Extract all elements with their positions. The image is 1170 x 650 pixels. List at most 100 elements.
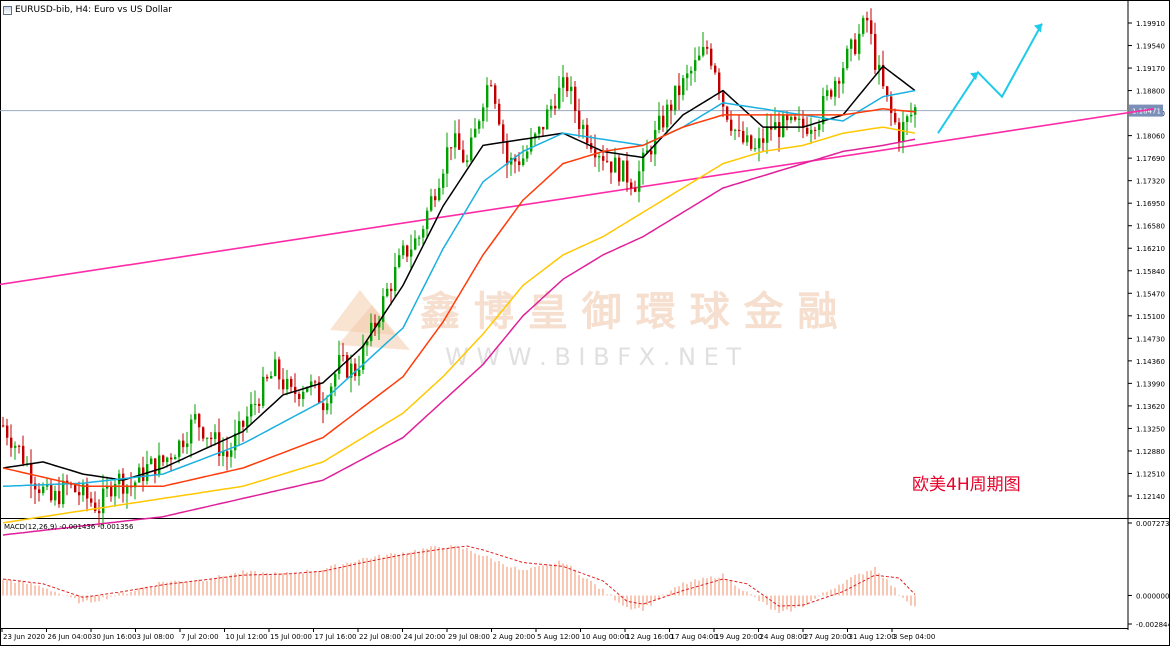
candle-body [690, 70, 693, 74]
candle-body [618, 157, 621, 182]
candle-body [478, 121, 481, 129]
price-tick-label: 1.13250 [1136, 425, 1165, 433]
candle-body [614, 157, 617, 173]
price-tick-label: 1.16950 [1136, 200, 1165, 208]
candle-body [86, 484, 89, 499]
time-tick-label: 10 Jul 12:00 [226, 633, 268, 641]
candle-body [274, 359, 277, 377]
candle-body [446, 147, 449, 174]
candle-body [134, 482, 137, 488]
candle-body [890, 96, 893, 113]
candles [2, 8, 917, 527]
candle-body [94, 502, 97, 511]
candle-body [914, 107, 917, 115]
chart-window-icon [3, 5, 12, 15]
moving-average-line [2, 138, 916, 536]
candle-body [686, 73, 689, 79]
candle-body [122, 473, 125, 494]
candle-body [494, 85, 497, 104]
candle-body [426, 210, 429, 230]
candle-body [766, 127, 769, 143]
candle-body [366, 341, 369, 346]
candle-body [786, 115, 789, 121]
candle-body [338, 355, 341, 374]
candle-body [102, 488, 105, 514]
moving-average-line [2, 108, 916, 488]
price-tick-label: 1.14360 [1136, 358, 1165, 366]
price-tick-label: 1.16210 [1136, 245, 1165, 253]
candle-body [770, 127, 773, 130]
candle-body [98, 510, 101, 514]
candle-body [482, 107, 485, 122]
candle-body [634, 188, 637, 192]
candle-body [666, 104, 669, 128]
candle-body [550, 105, 553, 110]
time-tick-label: 26 Jun 04:00 [48, 633, 92, 641]
price-tick-label: 1.17690 [1136, 155, 1165, 163]
watermark: 鑫 博 皇 御 環 球 金 融 W W W . B I B F X . N E T [330, 289, 837, 371]
candle-body [902, 122, 905, 142]
candle-body [386, 288, 389, 297]
time-tick-label: 24 Aug 08:00 [760, 633, 807, 641]
candle-body [854, 39, 857, 54]
candle-body [42, 486, 45, 494]
candle-body [90, 498, 93, 503]
candle-body [470, 137, 473, 161]
candle-body [662, 115, 665, 128]
price-tick-label: 1.15100 [1136, 313, 1165, 321]
candle-body [838, 80, 841, 84]
candle-body [358, 369, 361, 377]
candle-body [718, 72, 721, 93]
candle-body [394, 267, 397, 292]
candle-body [538, 126, 541, 134]
candle-body [558, 87, 561, 109]
candle-body [506, 141, 509, 165]
candle-body [278, 359, 281, 380]
candle-body [886, 86, 889, 97]
candle-body [850, 39, 853, 49]
candle-body [414, 238, 417, 250]
candle-body [814, 129, 817, 131]
candle-body [258, 403, 261, 406]
candle-body [202, 427, 205, 439]
time-tick-label: 5 Aug 12:00 [537, 633, 580, 641]
candle-body [270, 376, 273, 379]
candle-body [58, 491, 61, 505]
candle-body [486, 85, 489, 108]
candle-body [734, 129, 737, 131]
candle-body [730, 119, 733, 131]
candle-body [790, 116, 793, 121]
candle-body [170, 457, 173, 460]
forecast-path [937, 23, 1043, 134]
price-tick-label: 1.18800 [1136, 88, 1165, 96]
moving-average-line [2, 89, 916, 488]
candle-body [126, 485, 129, 494]
candle-body [418, 237, 421, 239]
watermark-url: W W W . B I B F X . N E T [445, 343, 741, 371]
candle-body [266, 376, 269, 379]
candle-body [714, 65, 717, 73]
candle-body [670, 104, 673, 111]
candle-body [830, 90, 833, 97]
candle-body [722, 92, 725, 107]
candle-body [578, 110, 581, 130]
macd-histogram [2, 545, 916, 613]
candle-body [30, 463, 33, 484]
candle-body [330, 386, 333, 404]
price-tick-label: 1.18060 [1136, 133, 1165, 141]
candle-body [298, 393, 301, 399]
candle-body [490, 85, 493, 87]
time-tick-label: 23 Jun 2020 [3, 633, 45, 641]
candle-body [526, 151, 529, 159]
price-tick-label: 1.17320 [1136, 178, 1165, 186]
candle-body [826, 90, 829, 97]
candle-body [410, 249, 413, 257]
candle-body [406, 245, 409, 257]
candle-body [642, 152, 645, 172]
candle-body [158, 455, 161, 476]
support-trendline[interactable] [0, 108, 1155, 286]
macd-axis-label: 0.007273 [1136, 520, 1169, 528]
candle-body [846, 48, 849, 69]
